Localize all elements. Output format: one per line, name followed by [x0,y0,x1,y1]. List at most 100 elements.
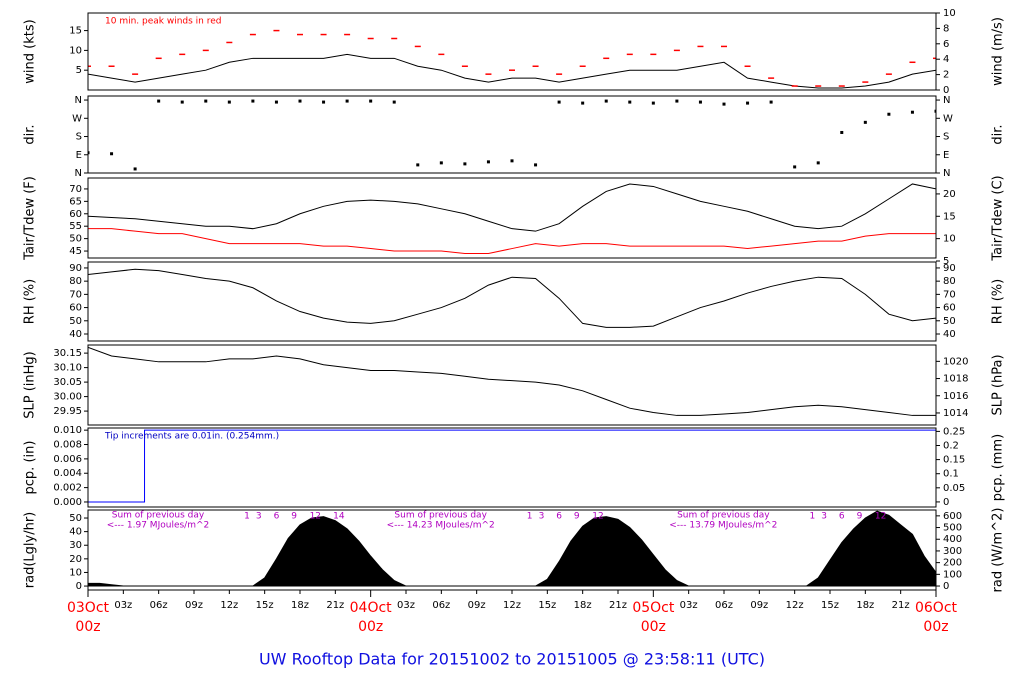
y2-tick-label: 0.2 [943,440,959,451]
y2-tick-label: 1020 [943,356,968,367]
y-tick-label: 45 [69,246,82,257]
major-time-label: 00z [923,619,948,635]
direction-point [486,160,490,164]
y-tick-label: 0.010 [53,425,82,436]
radiation-area [88,510,936,587]
y-tick-label: 0.000 [53,497,82,508]
x-tick-label: 21z [892,600,910,611]
direction-point [133,167,137,171]
y2-tick-label: 10 [943,8,956,19]
day-sum-title: Sum of previous day [112,511,205,521]
y2-tick-label: 1016 [943,391,968,402]
y2-tick-label: 600 [943,511,962,522]
y-tick-label: 60 [69,303,82,314]
y-tick-label: 29.95 [53,406,82,417]
x-tick-label: 03z [680,600,698,611]
y-tick-label: 30 [69,540,82,551]
y-axis-label: dir. [23,124,38,144]
y-axis-label: SLP (inHg) [23,351,38,419]
y2-tick-label: 0.25 [943,426,965,437]
day-sum-total: <--- 14.23 MJoules/m^2 [387,521,495,531]
direction-point [604,99,608,103]
y-tick-label: 90 [69,263,82,274]
y-tick-label: N [75,95,82,106]
y-tick-label: 0.006 [53,454,82,465]
series-line [88,346,936,416]
y2-tick-label: 5 [943,256,949,267]
x-tick-label: 18z [574,600,592,611]
series-line [88,429,936,503]
hour-label: 9 [291,512,297,522]
x-tick-label: 09z [750,600,768,611]
plot-area [88,99,936,171]
y2-axis-label: SLP (hPa) [991,354,1006,415]
x-tick-label: 15z [821,600,839,611]
y2-axis-label: RH (%) [991,279,1006,324]
y-tick-label: 30.15 [53,348,82,359]
x-tick-label: 12z [220,600,238,611]
y-tick-label: 0.008 [53,440,82,451]
direction-point [392,100,396,104]
y2-tick-label: 8 [943,23,949,34]
major-date-label: 04Oct [350,600,393,616]
y2-tick-label: E [943,150,949,161]
y-tick-label: S [76,132,82,143]
panel-frame [87,344,937,426]
y2-tick-label: 80 [943,276,956,287]
direction-point [439,161,443,165]
panel-frame [87,509,937,591]
plot-area [88,510,936,587]
x-tick-label: 06z [150,600,168,611]
direction-point [298,99,302,103]
y2-tick-label: 70 [943,289,956,300]
y2-tick-label: 0 [943,497,949,508]
hour-label: 1 [809,512,815,522]
hour-label: 6 [274,512,280,522]
y-tick-label: 50 [69,234,82,245]
y-tick-label: 80 [69,276,82,287]
direction-point [322,100,326,104]
chart-title: UW Rooftop Data for 20151002 to 20151005… [259,650,765,669]
plot-area [88,268,936,328]
y-tick-label: 5 [76,65,82,76]
direction-point [698,100,702,104]
major-time-label: 00z [641,619,666,635]
hour-label: 3 [821,512,827,522]
y2-tick-label: 0.15 [943,455,965,466]
x-tick-label: 15z [538,600,556,611]
direction-point [274,100,278,104]
direction-point [251,99,255,103]
y-axis-label: pcp. (in) [23,441,38,495]
y2-tick-label: 100 [943,569,962,580]
y-tick-label: 70 [69,289,82,300]
major-date-label: 03Oct [67,600,110,616]
x-tick-label: 12z [503,600,521,611]
annotation: 10 min. peak winds in red [105,17,222,27]
y2-axis-label: rad (W/m^2) [991,508,1006,593]
hour-label: 3 [539,512,545,522]
direction-point [510,159,514,163]
y-tick-label: N [75,168,82,179]
direction-point [722,102,726,106]
y-tick-label: 20 [69,554,82,565]
direction-point [934,109,936,113]
y-axis-label: RH (%) [23,279,38,324]
day-sum-total: <--- 1.97 MJoules/m^2 [107,521,209,531]
plot-area [88,183,936,255]
y2-tick-label: 60 [943,303,956,314]
hour-label: 12 [310,512,321,522]
hour-label: 6 [839,512,845,522]
hour-label: 14 [333,512,345,522]
panel-frame [87,427,937,508]
y2-tick-label: 2 [943,70,949,81]
hour-label: 12 [875,512,886,522]
hour-label: 9 [857,512,863,522]
direction-point [651,101,655,105]
y-tick-label: 60 [69,209,82,220]
y2-tick-label: 300 [943,546,962,557]
y-axis-label: rad(Lgly/hr) [23,512,38,588]
y-tick-label: 10 [69,567,82,578]
direction-point [840,130,844,134]
major-time-label: 00z [358,619,383,635]
direction-point [88,151,90,155]
